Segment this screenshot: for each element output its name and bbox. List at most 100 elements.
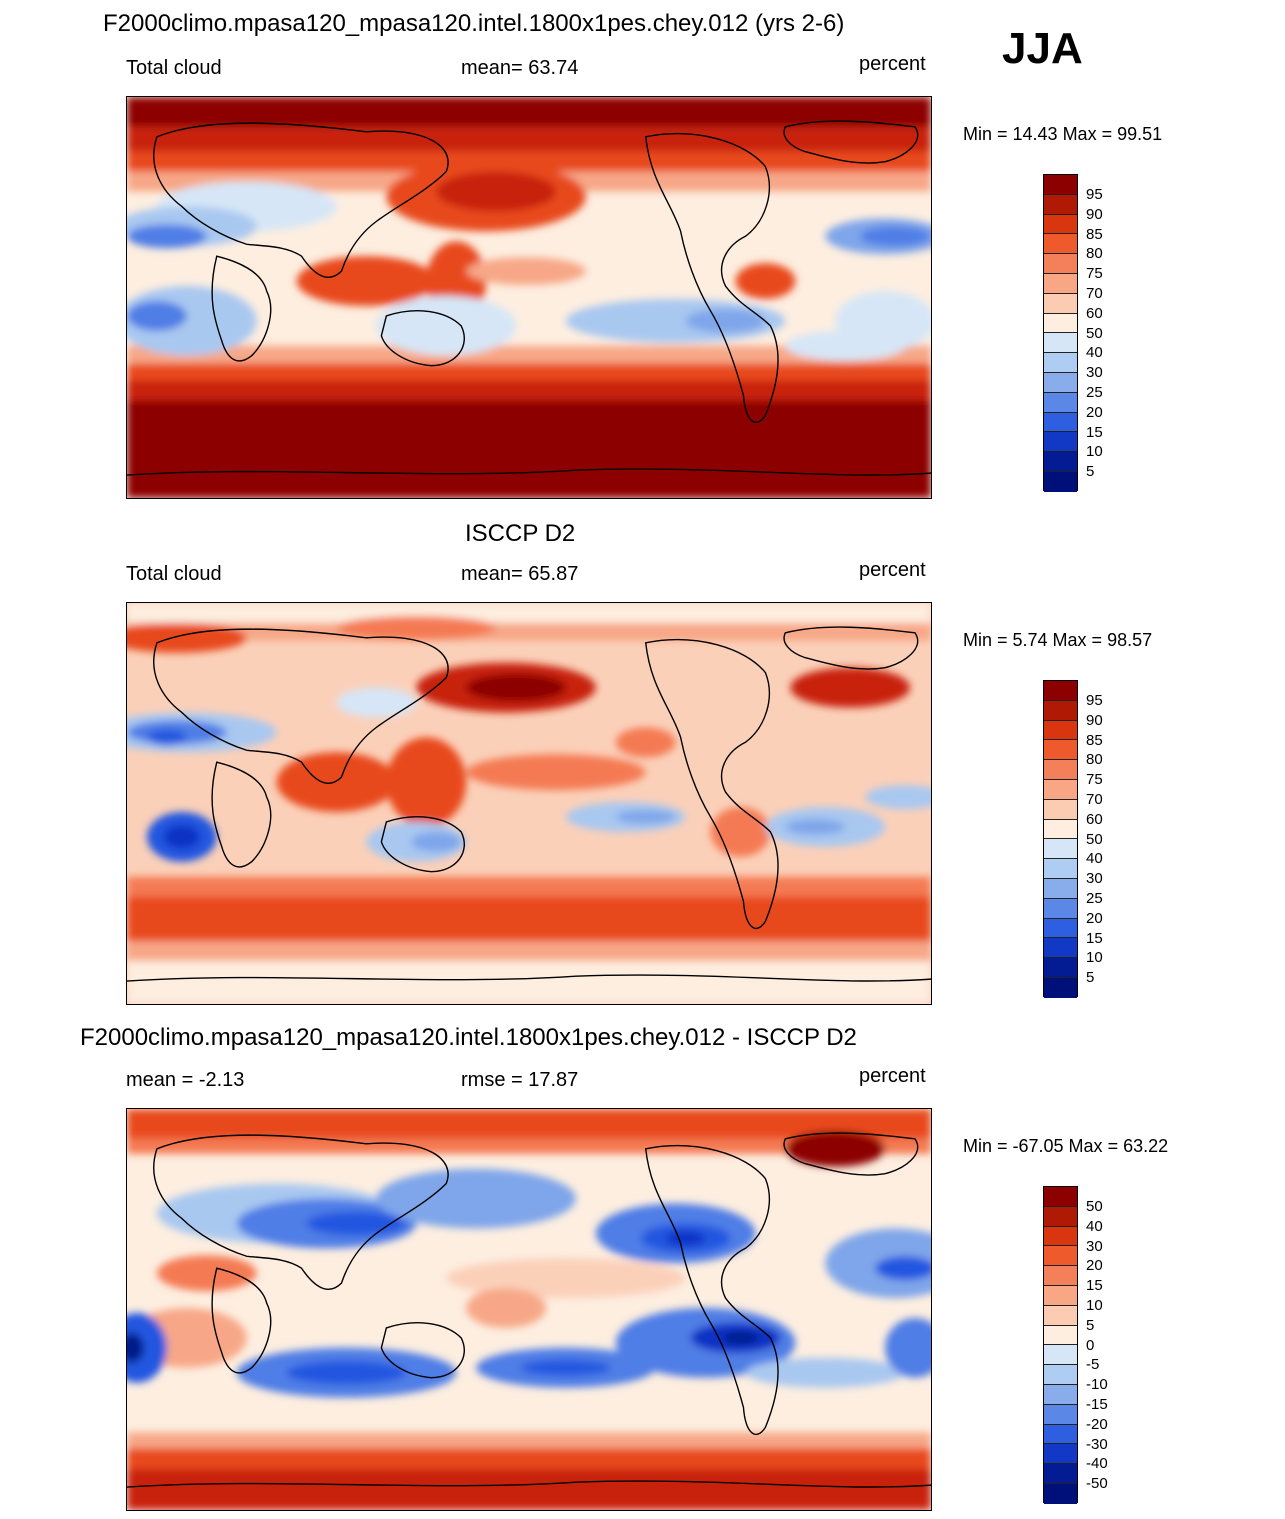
colorbar-tick-label: 80 [1086, 245, 1103, 263]
colorbar-swatch [1044, 681, 1077, 701]
colorbar-tick-label: 15 [1086, 423, 1103, 441]
contour-region [785, 1130, 886, 1167]
panel-1-variable-label: Total cloud [126, 57, 222, 79]
contour-region [860, 226, 931, 247]
colorbar-tick-label: 95 [1086, 692, 1103, 709]
colorbar-swatch [1044, 1285, 1077, 1306]
colorbar-tick-label: -5 [1086, 1356, 1100, 1374]
colorbar-swatch [1044, 1266, 1077, 1286]
contour-band [127, 1447, 931, 1470]
colorbar-swatch [1044, 1464, 1077, 1484]
contour-region [521, 1359, 611, 1376]
contour-region [790, 667, 911, 708]
colorbar-swatch [1044, 273, 1077, 294]
coastline [644, 1145, 779, 1435]
panel-3-colorbar [1043, 1186, 1078, 1504]
contour-region [665, 1231, 706, 1246]
contour-region [710, 806, 771, 857]
colorbar-tick-label: 85 [1086, 225, 1103, 243]
contour-band [127, 360, 931, 381]
colorbar-tick-label: 10 [1086, 1297, 1103, 1314]
panel-1-mean-label: mean= 63.74 [461, 57, 579, 79]
contour-band [127, 896, 931, 942]
colorbar-swatch [1044, 372, 1077, 393]
colorbar-swatch [1044, 1226, 1077, 1247]
colorbar-swatch [1044, 878, 1077, 899]
colorbar-swatch [1044, 392, 1077, 413]
panel-3-mean-label: mean = -2.13 [126, 1069, 245, 1091]
contour-band [127, 126, 931, 152]
colorbar-tick-label: 15 [1086, 929, 1103, 947]
colorbar-swatch [1044, 700, 1077, 721]
colorbar-swatch [1044, 1384, 1077, 1405]
coastline [153, 1134, 449, 1290]
contour-region [376, 1168, 576, 1229]
contour-region [685, 308, 766, 333]
contour-region [466, 754, 646, 791]
colorbar-swatch [1044, 471, 1077, 492]
panel-2-variable-label: Total cloud [126, 563, 222, 585]
contour-region [615, 809, 676, 824]
contour-region [466, 257, 586, 286]
coastline [153, 122, 449, 278]
colorbar-swatch [1044, 779, 1077, 800]
contour-band [127, 345, 931, 364]
colorbar-tick-label: 5 [1086, 463, 1095, 481]
colorbar-tick-label: 75 [1086, 265, 1103, 283]
panel-2-map [126, 602, 932, 1005]
colorbar-swatch [1044, 1246, 1077, 1267]
contour-region [865, 785, 931, 809]
contour-band [127, 1467, 931, 1510]
colorbar-swatch [1044, 938, 1077, 959]
panel-3-title: F2000climo.mpasa120_mpasa120.intel.1800x… [80, 1024, 857, 1051]
panel-1-min-max: Min = 14.43 Max = 99.51 [963, 124, 1163, 144]
panel-2-title: ISCCP D2 [465, 520, 576, 547]
colorbar-swatch [1044, 194, 1077, 215]
coastline [644, 639, 779, 929]
coastline [127, 974, 931, 982]
colorbar-swatch [1044, 799, 1077, 820]
colorbar-swatch [1044, 1483, 1077, 1504]
colorbar-swatch [1044, 1206, 1077, 1227]
colorbar-swatch [1044, 432, 1077, 453]
colorbar-tick-label: 25 [1086, 384, 1103, 401]
colorbar-tick-label: 40 [1086, 344, 1103, 362]
coastline [380, 816, 465, 873]
colorbar-tick-label: 75 [1086, 771, 1103, 789]
contour-region [615, 727, 676, 758]
panel-1-title: F2000climo.mpasa120_mpasa120.intel.1800x… [103, 10, 845, 37]
colorbar-tick-label: -40 [1086, 1455, 1108, 1473]
colorbar-swatch [1044, 1187, 1077, 1207]
season-label: JJA [1002, 24, 1083, 73]
contour-region [127, 1312, 167, 1383]
colorbar-tick-label: 5 [1086, 1316, 1095, 1334]
colorbar-swatch [1044, 234, 1077, 255]
colorbar-tick-label: 20 [1086, 1257, 1103, 1275]
panel-2-mean-label: mean= 65.87 [461, 563, 579, 585]
colorbar-tick-label: 30 [1086, 364, 1103, 382]
contour-region [127, 300, 187, 331]
colorbar-swatch [1044, 452, 1077, 472]
colorbar-swatch [1044, 353, 1077, 373]
colorbar-tick-label: 70 [1086, 285, 1103, 302]
colorbar-swatch [1044, 333, 1077, 354]
coastline [783, 1132, 919, 1176]
contour-region [296, 256, 437, 306]
contour-band [127, 395, 931, 498]
contour-region [127, 224, 207, 249]
panel-3-map [126, 1108, 932, 1511]
colorbar-swatch [1044, 412, 1077, 433]
colorbar-tick-label: 90 [1086, 205, 1103, 223]
colorbar-swatch [1044, 958, 1077, 978]
contour-region [735, 263, 796, 299]
contour-band [127, 941, 931, 962]
panel-2-min-max: Min = 5.74 Max = 98.57 [963, 630, 1153, 650]
coastline [211, 1267, 272, 1374]
colorbar-tick-label: 85 [1086, 731, 1103, 749]
contour-region [875, 1256, 931, 1281]
contour-region [336, 615, 497, 640]
contour-region [163, 824, 200, 849]
contour-region [785, 818, 846, 835]
coastline [153, 628, 449, 784]
contour-region [466, 673, 566, 702]
